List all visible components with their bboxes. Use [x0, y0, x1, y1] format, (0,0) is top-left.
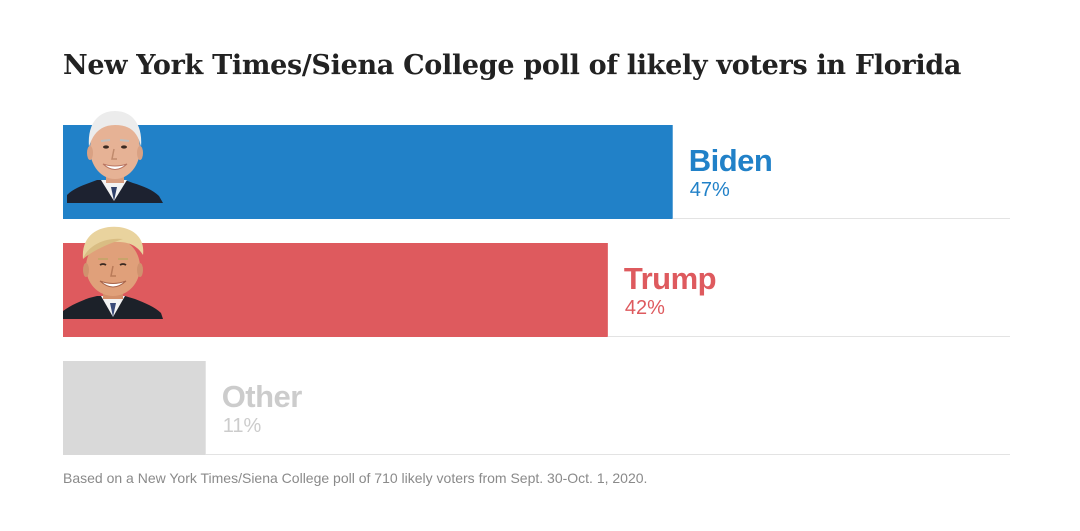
chart-footnote: Based on a New York Times/Siena College …	[63, 470, 648, 486]
bar-value-other: 11%	[223, 415, 262, 437]
chart-title: New York Times/Siena College poll of lik…	[63, 50, 962, 81]
bar-label-other: Other	[222, 379, 303, 414]
bar-label-biden: Biden	[689, 143, 773, 178]
bar-other	[63, 361, 206, 455]
bar-value-trump: 42%	[625, 297, 665, 319]
bar-label-trump: Trump	[624, 261, 716, 296]
bar-trump	[63, 243, 608, 337]
bar-value-biden: 47%	[690, 179, 730, 201]
bar-biden	[63, 125, 673, 219]
